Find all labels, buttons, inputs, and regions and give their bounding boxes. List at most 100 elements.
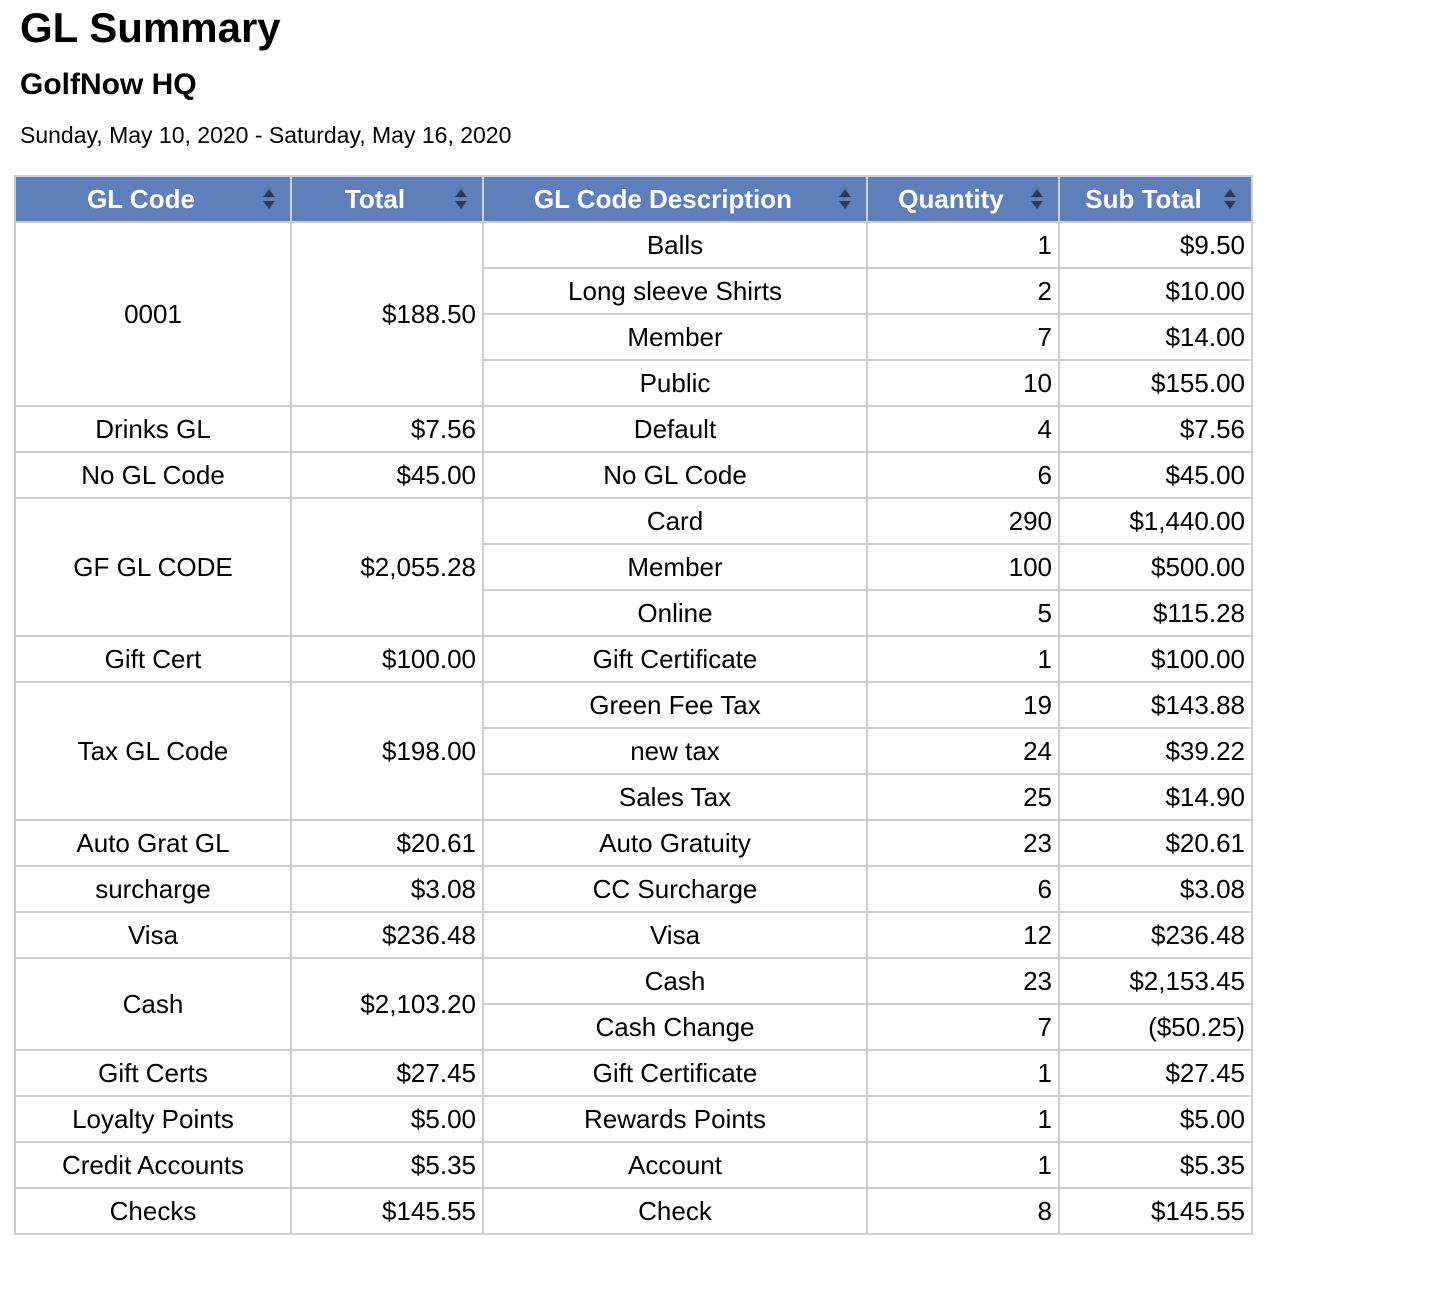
quantity-cell: 1: [866, 221, 1060, 269]
description-cell: Check: [482, 1187, 868, 1235]
sub-total-cell: $7.56: [1058, 405, 1253, 453]
quantity-cell: 12: [866, 911, 1060, 959]
sort-icon[interactable]: [1030, 187, 1044, 211]
gl-code-cell: Checks: [14, 1187, 292, 1235]
quantity-cell: 23: [866, 957, 1060, 1005]
description-cell: Member: [482, 543, 868, 591]
table-row: Auto Grat GL $20.61 Auto Gratuity 23 $20.61: [14, 819, 1253, 867]
total-cell: $100.00: [290, 635, 484, 683]
sub-total-cell: $500.00: [1058, 543, 1253, 591]
table-row: Gift Certs $27.45 Gift Certificate 1 $27.45: [14, 1049, 1253, 1097]
table-row: Gift Cert $100.00 Gift Certificate 1 $100.00: [14, 635, 1253, 683]
column-header-gl-code[interactable]: GL Code: [14, 175, 292, 223]
description-cell: Account: [482, 1141, 868, 1189]
gl-code-cell: No GL Code: [14, 451, 292, 499]
table-body: 0001 $188.50 Balls 1 $9.50 Long sleeve Shirts…: [14, 221, 1253, 1235]
column-header-label: GL Code: [87, 183, 195, 214]
column-header-label: GL Code Description: [533, 183, 793, 214]
sort-icon[interactable]: [1223, 187, 1237, 211]
total-cell: $5.00: [290, 1095, 484, 1143]
gl-code-cell: Loyalty Points: [14, 1095, 292, 1143]
quantity-cell: 2: [866, 267, 1060, 315]
total-cell: $20.61: [290, 819, 484, 867]
table-row: Online 5 $115.28: [15, 589, 1253, 637]
total-cell: $145.55: [290, 1187, 484, 1235]
table-header: GL Code Total GL Code Description Quanti…: [14, 175, 1253, 223]
table-row: surcharge $3.08 CC Surcharge 6 $3.08: [14, 865, 1253, 913]
sub-total-cell: $143.88: [1058, 681, 1253, 729]
column-header-gl-code-description[interactable]: GL Code Description: [482, 175, 868, 223]
quantity-cell: 7: [866, 313, 1060, 361]
description-cell: Member: [482, 313, 868, 361]
column-header-label: Sub Total: [1085, 183, 1202, 214]
gl-code-cell: Drinks GL: [14, 405, 292, 453]
quantity-cell: 290: [866, 497, 1060, 545]
sort-icon[interactable]: [838, 187, 852, 211]
quantity-cell: 6: [866, 865, 1060, 913]
sort-icon[interactable]: [454, 187, 468, 211]
quantity-cell: 25: [866, 773, 1060, 821]
description-cell: Long sleeve Shirts: [482, 267, 868, 315]
sub-total-cell: $45.00: [1058, 451, 1253, 499]
description-cell: Default: [482, 405, 868, 453]
sub-total-cell: $9.50: [1058, 221, 1253, 269]
table-row: Public 10 $155.00: [15, 359, 1253, 407]
header-row: GL Code Total GL Code Description Quanti…: [14, 175, 1253, 223]
quantity-cell: 10: [866, 359, 1060, 407]
table-row: Cash $2,103.20 Cash 23 $2,153.45: [14, 957, 1253, 1051]
quantity-cell: 6: [866, 451, 1060, 499]
gl-code-cell: Gift Cert: [14, 635, 292, 683]
description-cell: Cash Change: [482, 1003, 868, 1051]
table-row: Sales Tax 25 $14.90: [15, 773, 1253, 821]
description-cell: Visa: [482, 911, 868, 959]
table-row: 0001 $188.50 Balls 1 $9.50: [14, 221, 1253, 407]
description-cell: CC Surcharge: [482, 865, 868, 913]
description-cell: Cash: [482, 957, 868, 1005]
description-cell: new tax: [482, 727, 868, 775]
description-cell: Balls: [482, 221, 868, 269]
quantity-cell: 1: [866, 1049, 1060, 1097]
table-row: Member 100 $500.00: [15, 543, 1253, 591]
quantity-cell: 100: [866, 543, 1060, 591]
column-header-label: Total: [344, 183, 406, 214]
quantity-cell: 23: [866, 819, 1060, 867]
total-cell: $45.00: [290, 451, 484, 499]
sub-total-cell: $1,440.00: [1058, 497, 1253, 545]
sub-total-cell: $145.55: [1058, 1187, 1253, 1235]
table-row: Visa $236.48 Visa 12 $236.48: [14, 911, 1253, 959]
column-header-quantity[interactable]: Quantity: [866, 175, 1060, 223]
total-cell: $7.56: [290, 405, 484, 453]
description-cell: Gift Certificate: [482, 1049, 868, 1097]
description-cell: Gift Certificate: [482, 635, 868, 683]
column-header-total[interactable]: Total: [290, 175, 484, 223]
gl-code-cell: Auto Grat GL: [14, 819, 292, 867]
description-cell: Online: [482, 589, 868, 637]
total-cell: $188.50: [290, 221, 484, 407]
sub-total-cell: $100.00: [1058, 635, 1253, 683]
sort-icon[interactable]: [262, 187, 276, 211]
table-row: new tax 24 $39.22: [15, 727, 1253, 775]
quantity-cell: 19: [866, 681, 1060, 729]
gl-code-cell: Credit Accounts: [14, 1141, 292, 1189]
gl-code-cell: Visa: [14, 911, 292, 959]
table-row: Checks $145.55 Check 8 $145.55: [14, 1187, 1253, 1235]
gl-code-cell: Tax GL Code: [14, 681, 292, 821]
description-cell: Rewards Points: [482, 1095, 868, 1143]
sub-total-cell: $5.00: [1058, 1095, 1253, 1143]
gl-code-cell: surcharge: [14, 865, 292, 913]
sub-total-cell: $236.48: [1058, 911, 1253, 959]
table-row: Tax GL Code $198.00 Green Fee Tax 19 $143.88: [14, 681, 1253, 821]
total-cell: $5.35: [290, 1141, 484, 1189]
description-cell: No GL Code: [482, 451, 868, 499]
sub-total-cell: $10.00: [1058, 267, 1253, 315]
quantity-cell: 1: [866, 1141, 1060, 1189]
description-cell: Card: [482, 497, 868, 545]
column-header-sub-total[interactable]: Sub Total: [1058, 175, 1253, 223]
location-name: GolfNow HQ: [20, 68, 197, 101]
sub-total-cell: $115.28: [1058, 589, 1253, 637]
page-title: GL Summary: [20, 4, 281, 51]
sub-total-cell: $155.00: [1058, 359, 1253, 407]
gl-summary-table: GL Code Total GL Code Description Quanti…: [14, 175, 1253, 1235]
quantity-cell: 1: [866, 1095, 1060, 1143]
sub-total-cell: $27.45: [1058, 1049, 1253, 1097]
